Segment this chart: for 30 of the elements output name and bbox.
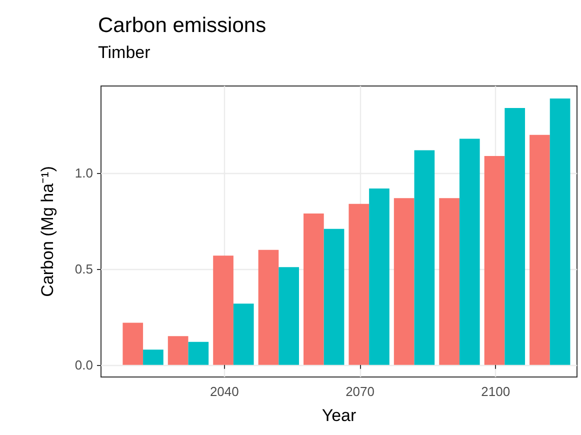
- bar: [504, 108, 526, 365]
- bar: [348, 204, 370, 365]
- bar: [233, 304, 254, 365]
- y-tick-label: 0.0: [74, 357, 93, 372]
- chart-subtitle: Timber: [98, 43, 151, 62]
- bar: [168, 336, 188, 365]
- bar: [324, 228, 344, 365]
- bar: [213, 256, 234, 365]
- bar: [143, 350, 164, 365]
- bar: [530, 134, 550, 365]
- x-tick-label: 2070: [346, 384, 374, 399]
- bar: [188, 342, 209, 365]
- bar: [394, 198, 414, 365]
- bar: [484, 156, 505, 365]
- bar: [304, 213, 324, 365]
- chart-title: Carbon emissions: [98, 14, 266, 37]
- bar: [414, 150, 435, 365]
- bar: [459, 138, 480, 365]
- x-tick-label: 2040: [210, 384, 239, 399]
- y-axis-title: Carbon (Mg ha⁻¹): [38, 166, 57, 297]
- x-axis-title: Year: [322, 406, 357, 425]
- bar: [550, 98, 570, 365]
- bar: [258, 250, 279, 365]
- bar: [439, 198, 460, 365]
- bar: [122, 322, 144, 365]
- x-tick-label: 2100: [481, 384, 510, 399]
- y-tick-label: 0.5: [74, 262, 93, 277]
- bar: [278, 267, 299, 365]
- bar: [369, 188, 390, 365]
- y-tick-label: 1.0: [74, 166, 93, 181]
